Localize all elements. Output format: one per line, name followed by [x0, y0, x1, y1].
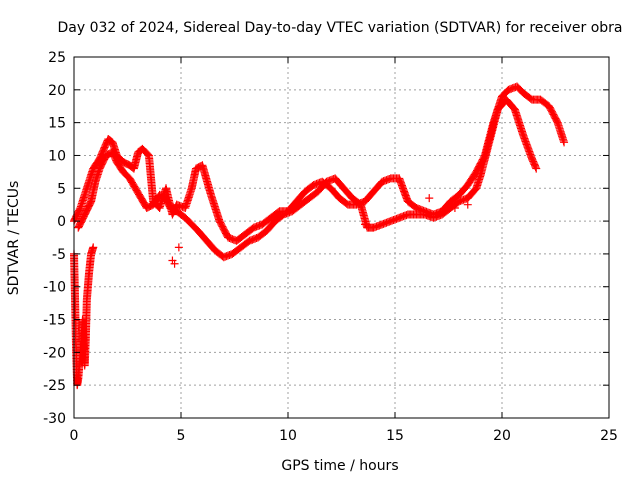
y-tick-label: -20 [43, 345, 66, 361]
y-tick-label: -15 [43, 313, 66, 329]
x-tick-labels: 0 5 10 15 20 25 [70, 428, 618, 444]
chart-title: Day 032 of 2024, Sidereal Day-to-day VTE… [57, 20, 622, 36]
y-tick-label: 0 [57, 214, 66, 230]
data-point-early-drop [89, 243, 98, 252]
y-tick-label: 25 [48, 50, 66, 66]
data-points [70, 82, 569, 390]
y-tick-label: 15 [48, 116, 66, 132]
plot-frame [73, 56, 610, 419]
y-tick-label: 5 [57, 181, 66, 197]
axis-ticks [73, 56, 610, 419]
data-point-track-b [531, 163, 540, 172]
data-point-isolated-points [450, 203, 459, 212]
y-tick-labels: -30 -25 -20 -15 -10 -5 0 5 10 15 20 25 [43, 50, 66, 427]
data-point-track-b [532, 164, 541, 173]
x-tick-label: 20 [493, 428, 511, 444]
data-point-track-a [560, 138, 569, 147]
y-axis-label: SDTVAR / TECUs [6, 181, 22, 296]
data-point-isolated-points [361, 220, 370, 229]
x-tick-label: 25 [600, 428, 618, 444]
x-tick-label: 15 [386, 428, 404, 444]
y-tick-label: -5 [52, 247, 66, 263]
x-tick-label: 0 [70, 428, 79, 444]
x-axis-label: GPS time / hours [281, 458, 398, 474]
y-tick-label: -10 [43, 280, 66, 296]
data-point-isolated-points [174, 243, 183, 252]
y-tick-label: 20 [48, 83, 66, 99]
data-point-isolated-points [463, 200, 472, 209]
y-tick-label: -25 [43, 378, 66, 394]
data-point-isolated-points [425, 194, 434, 203]
data-point-isolated-points [170, 259, 179, 268]
x-tick-label: 5 [177, 428, 186, 444]
y-tick-label: 10 [48, 148, 66, 164]
x-tick-label: 10 [279, 428, 297, 444]
grid-lines [74, 57, 609, 418]
y-tick-label: -30 [43, 411, 66, 427]
